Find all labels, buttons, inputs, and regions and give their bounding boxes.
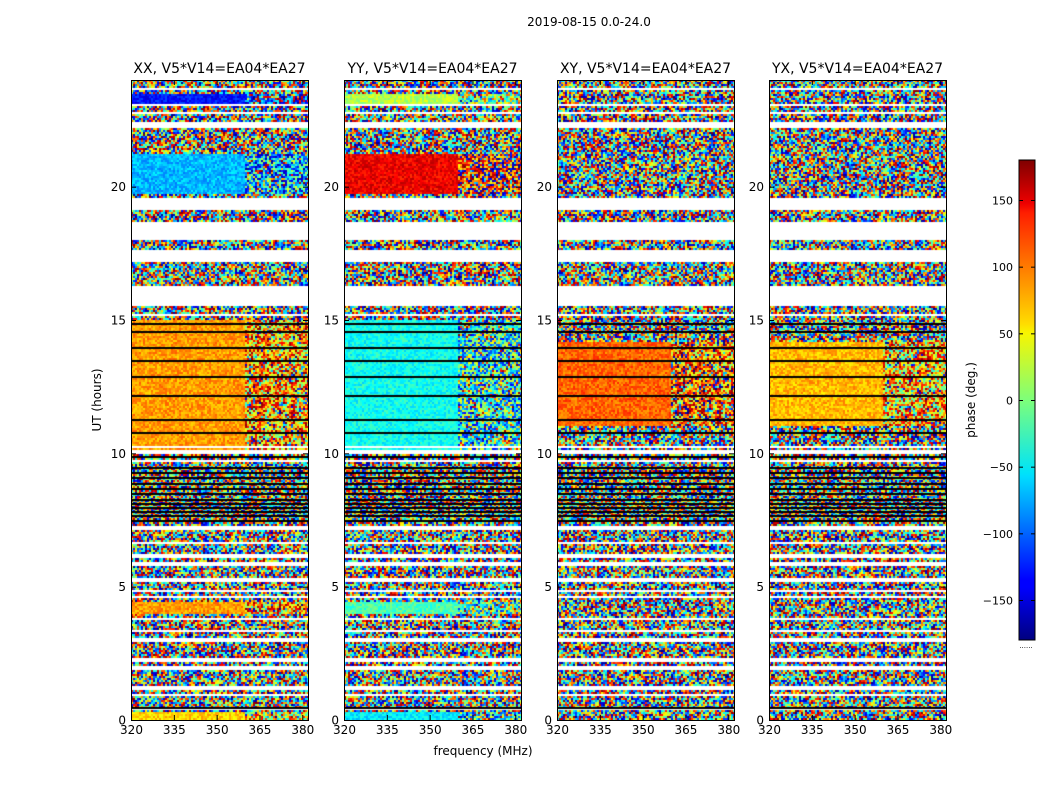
phase-raster xyxy=(344,80,521,720)
y-tick-label: 15 xyxy=(749,314,764,328)
y-tick-label: 0 xyxy=(756,714,764,728)
panel-2: YY, V5*V14=EA04*EA27 320 335 350 365 380 0 5 10 1… xyxy=(324,61,528,737)
panel-frame xyxy=(557,80,735,721)
phase-raster xyxy=(769,80,946,720)
colorbar-ticks: −150 −100 −50 0 50 100 150 xyxy=(983,195,1035,608)
colorbar-tick-label: −150 xyxy=(983,595,1013,608)
panel-frame xyxy=(769,80,947,721)
colorbar-tick-label: 0 xyxy=(1006,395,1013,408)
x-tick-label: 365 xyxy=(887,723,910,737)
x-tick-label: 365 xyxy=(675,723,698,737)
x-tick-label: 350 xyxy=(206,723,229,737)
figure-title: 2019-08-15 0.0-24.0 xyxy=(527,15,651,29)
x-tick-label: 350 xyxy=(419,723,442,737)
colorbar-label: phase (deg.) xyxy=(964,362,978,438)
panels-group: XX, V5*V14=EA04*EA27 320 335 350 365 380 0 5 10 1… xyxy=(111,61,953,737)
y-tick-label: 5 xyxy=(118,580,126,594)
panel-title: XY, V5*V14=EA04*EA27 xyxy=(560,61,731,77)
x-tick-label: 365 xyxy=(249,723,272,737)
x-tick-label: 365 xyxy=(462,723,485,737)
colorbar-tick-label: −50 xyxy=(990,461,1013,474)
y-tick-label: 10 xyxy=(749,447,764,461)
y-tick-label: 0 xyxy=(544,714,552,728)
y-tick-label: 20 xyxy=(749,180,764,194)
panel-frame xyxy=(131,80,309,721)
y-tick-label: 0 xyxy=(118,714,126,728)
x-tick-label: 320 xyxy=(333,723,356,737)
x-tick-label: 350 xyxy=(844,723,867,737)
colorbar-tick-label: 150 xyxy=(992,195,1013,208)
phase-raster xyxy=(131,80,308,720)
colorbar-tick-label: 50 xyxy=(999,328,1013,341)
y-tick-label: 15 xyxy=(111,314,126,328)
phase-raster xyxy=(557,80,734,720)
y-tick-label: 10 xyxy=(324,447,339,461)
x-tick-label: 335 xyxy=(589,723,612,737)
panel-4: YX, V5*V14=EA04*EA27 320 335 350 365 380 0 5 10 1… xyxy=(749,61,953,737)
y-tick-label: 10 xyxy=(537,447,552,461)
panel-frame xyxy=(344,80,522,721)
x-tick-label: 335 xyxy=(801,723,824,737)
x-axis-label: frequency (MHz) xyxy=(433,744,532,758)
y-tick-label: 20 xyxy=(111,180,126,194)
y-tick-label: 10 xyxy=(111,447,126,461)
colorbar: −150 −100 −50 0 50 100 150 phase (deg.) ...... xyxy=(964,159,1036,650)
y-tick-label: 5 xyxy=(331,580,339,594)
colorbar-underlabel: ...... xyxy=(1019,642,1032,650)
x-tick-label: 320 xyxy=(546,723,569,737)
panel-title: YX, V5*V14=EA04*EA27 xyxy=(771,61,943,77)
colorbar-tick-label: −100 xyxy=(983,528,1013,541)
y-tick-label: 5 xyxy=(756,580,764,594)
panel-title: YY, V5*V14=EA04*EA27 xyxy=(346,61,517,77)
x-tick-label: 335 xyxy=(376,723,399,737)
y-tick-label: 0 xyxy=(331,714,339,728)
x-tick-label: 380 xyxy=(291,723,314,737)
colorbar-tick-label: 100 xyxy=(992,261,1013,274)
x-tick-label: 380 xyxy=(717,723,740,737)
x-tick-label: 380 xyxy=(504,723,527,737)
y-tick-label: 15 xyxy=(537,314,552,328)
panel-3: XY, V5*V14=EA04*EA27 320 335 350 365 380 0 5 10 1… xyxy=(537,61,741,737)
x-tick-label: 320 xyxy=(758,723,781,737)
y-axis-label: UT (hours) xyxy=(90,368,104,431)
x-tick-label: 380 xyxy=(929,723,952,737)
y-tick-label: 20 xyxy=(537,180,552,194)
x-tick-label: 320 xyxy=(120,723,143,737)
panel-title: XX, V5*V14=EA04*EA27 xyxy=(133,61,305,77)
x-tick-label: 335 xyxy=(163,723,186,737)
x-tick-label: 350 xyxy=(632,723,655,737)
y-tick-label: 20 xyxy=(324,180,339,194)
y-tick-label: 15 xyxy=(324,314,339,328)
panel-1: XX, V5*V14=EA04*EA27 320 335 350 365 380 0 5 10 1… xyxy=(111,61,315,737)
y-tick-label: 5 xyxy=(544,580,552,594)
